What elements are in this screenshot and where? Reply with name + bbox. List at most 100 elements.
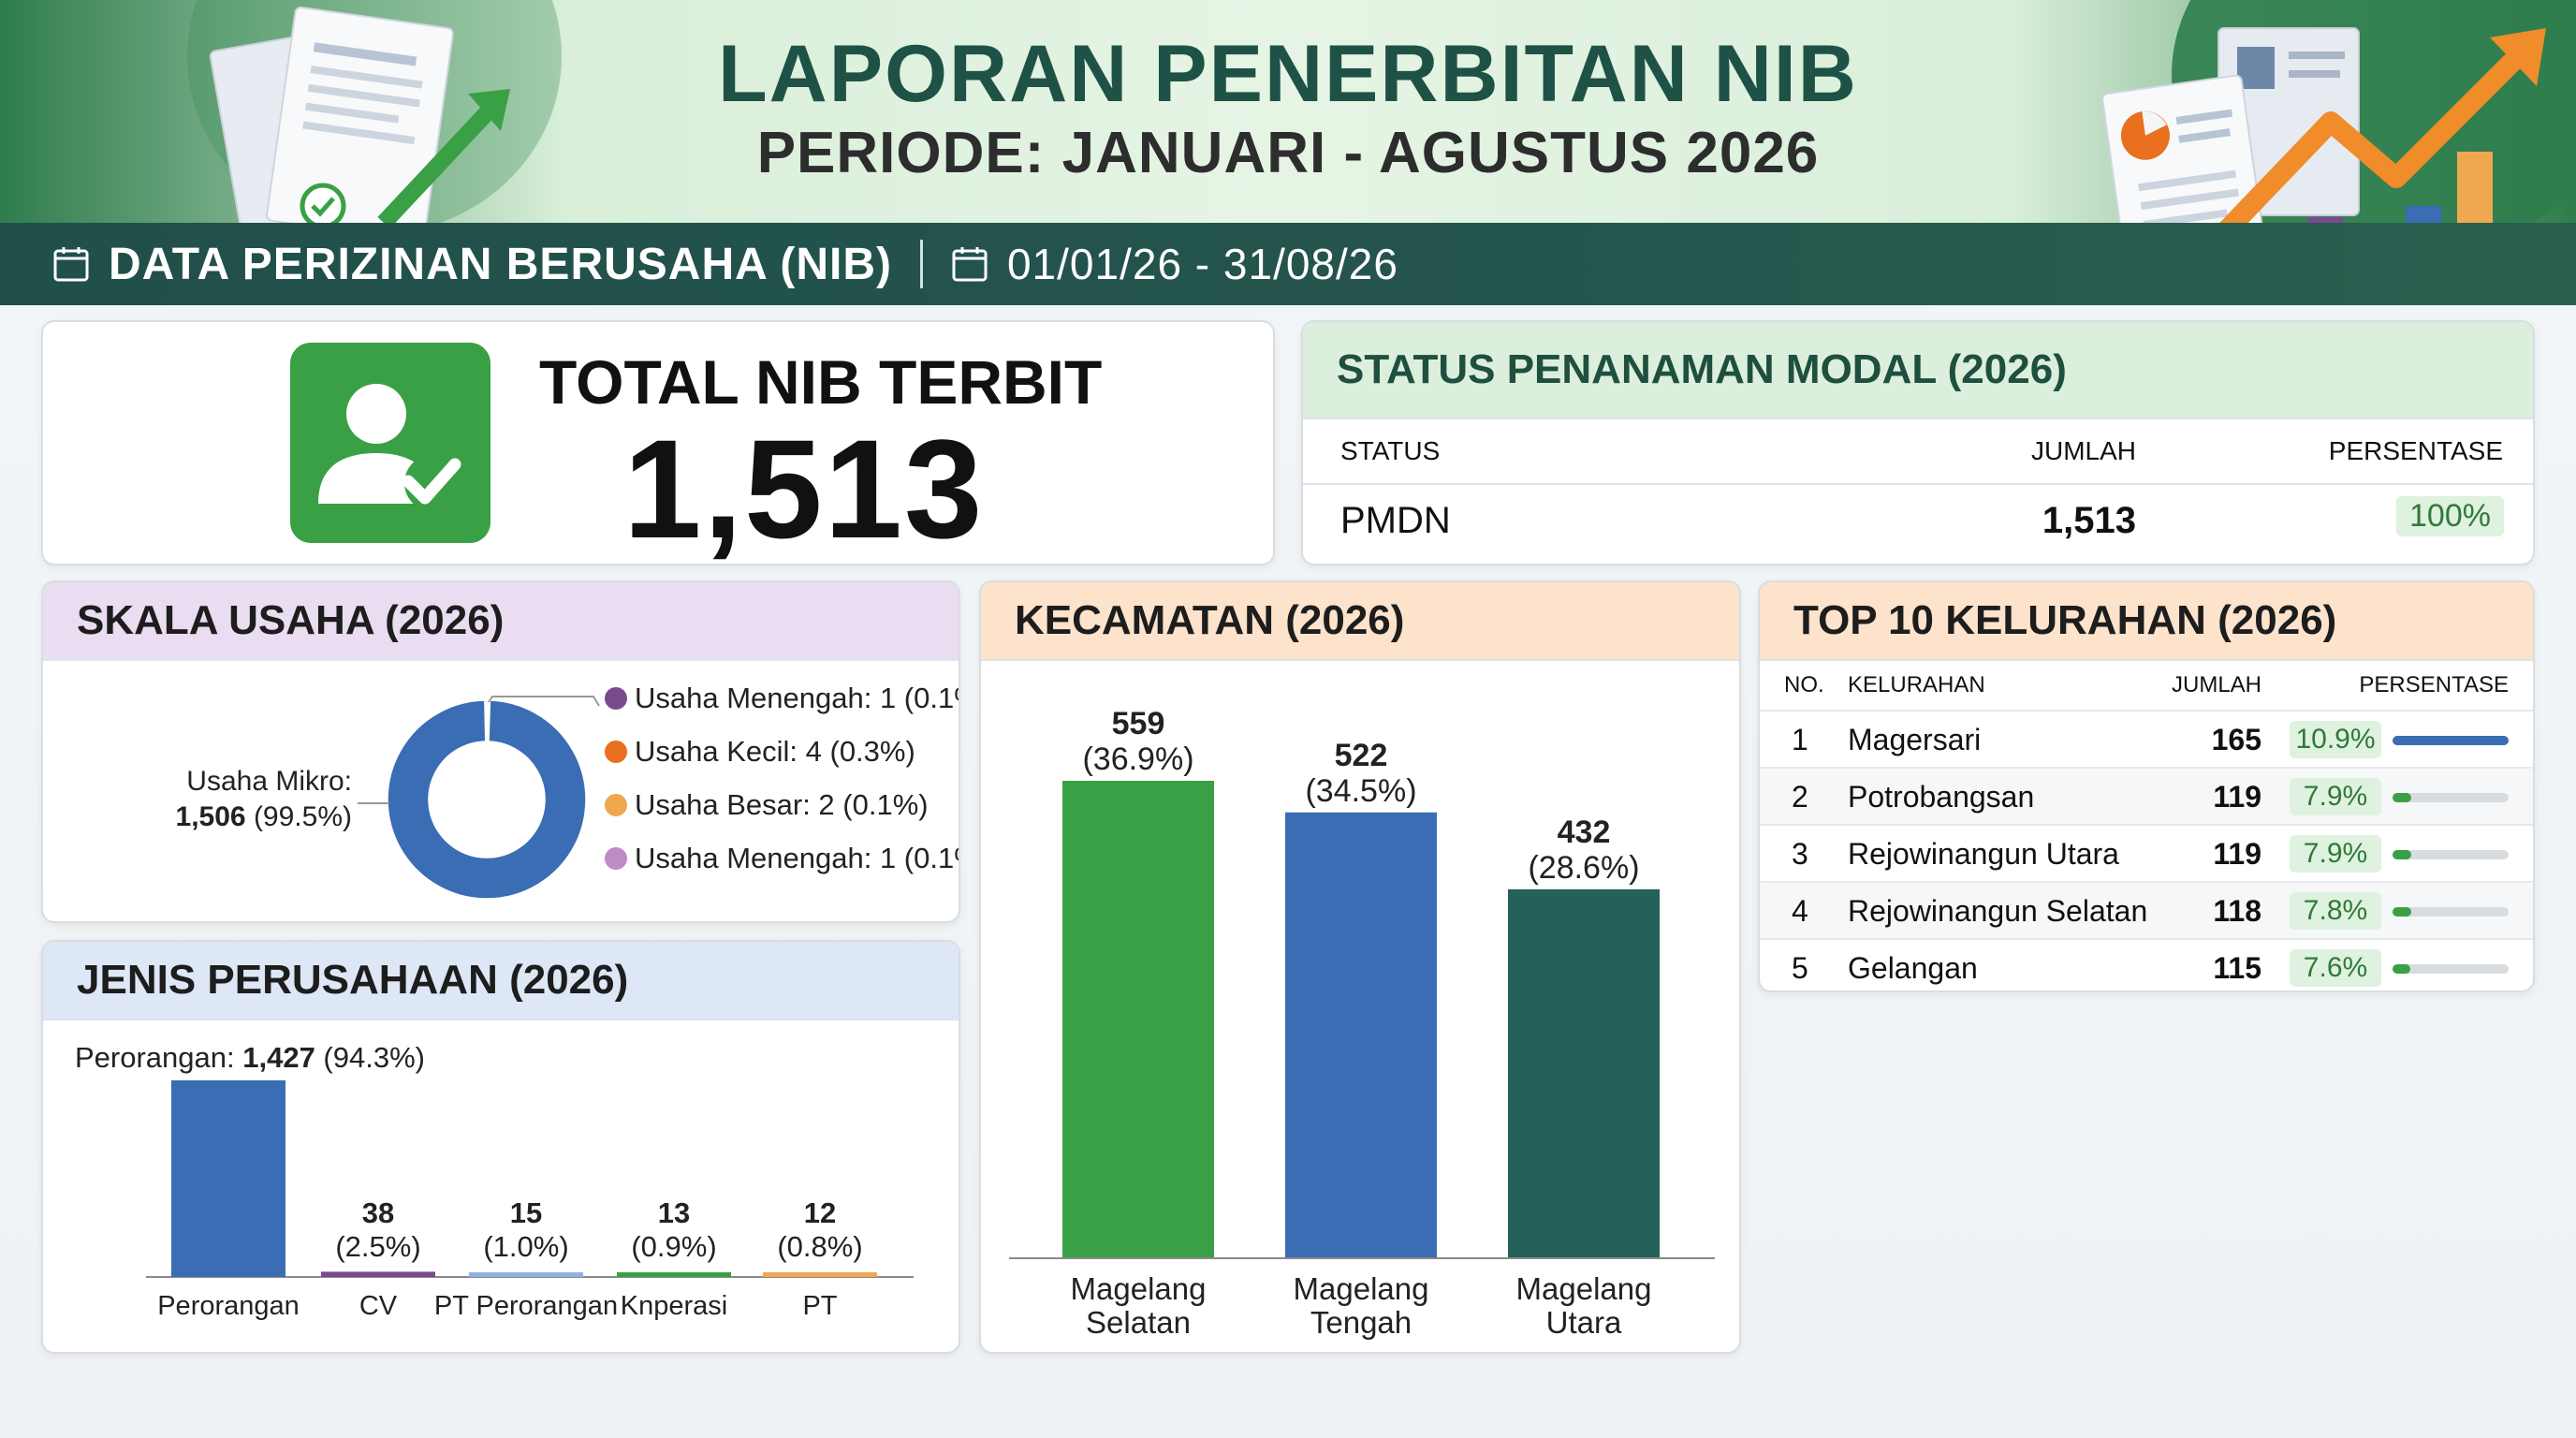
skala-usaha-card: SKALA USAHA (2026) Usaha Mikro: 1,506 (99… [41, 580, 960, 923]
category-label: Perorangan [157, 1291, 300, 1321]
value-label: 522 [1335, 738, 1388, 773]
category-label: Selatan [1086, 1305, 1191, 1340]
column-header: PERSENTASE [2328, 436, 2503, 465]
kecamatan-card: KECAMATAN (2026) 559 (36.9%) Magelang Selat… [979, 580, 1741, 1354]
leader-line [488, 696, 600, 707]
column-header: STATUS [1340, 436, 1441, 465]
bar [617, 1272, 731, 1277]
jumlah-value: 1,513 [2042, 500, 2136, 541]
kecamatan-bar-chart: 559(36.9%)MagelangSelatan522(34.5%)Magel… [1009, 706, 1715, 1340]
jenis-perusahaan-card: JENIS PERUSAHAAN (2026) Perorangan Perora… [41, 940, 960, 1354]
category-label: Tengah [1310, 1305, 1412, 1340]
jumlah-value: 118 [2213, 894, 2261, 928]
pct-label: (36.9%) [1082, 741, 1193, 777]
bar [321, 1271, 435, 1277]
card-title: SKALA USAHA (2026) [43, 582, 959, 661]
bar [763, 1272, 877, 1277]
category-label: PT Perorangan [434, 1291, 618, 1321]
bar [1062, 781, 1214, 1258]
header: LAPORAN PENERBITAN NIB PERIODE: JANUARI … [0, 0, 2576, 223]
jumlah-value: 119 [2213, 780, 2261, 814]
value-label: 12 [804, 1196, 836, 1229]
status-value: PMDN [1340, 500, 1451, 541]
data-label: DATA PERIZINAN BERUSAHA (NIB) [109, 239, 892, 289]
total-label: TOTAL NIB TERBIT [539, 347, 1103, 417]
progress-bar-fill [2393, 736, 2509, 745]
legend-swatch [605, 847, 627, 870]
persentase-badge: 7.9% [2290, 835, 2381, 873]
progress-bar-fill [2393, 793, 2411, 802]
persentase-badge: 7.8% [2290, 892, 2381, 930]
total-nib-card: TOTAL NIB TERBIT 1,513 [41, 320, 1275, 565]
legend-swatch [605, 687, 627, 710]
category-label: Magelang [1294, 1271, 1429, 1306]
value-label: 15 [510, 1196, 542, 1229]
divider [1303, 483, 2533, 485]
calendar-icon [952, 247, 988, 282]
growth-chart-illustration-icon [2101, 0, 2576, 223]
row-number: 3 [1792, 837, 1808, 871]
donut-slice [387, 699, 587, 900]
pct-label: (1.0%) [483, 1230, 568, 1263]
data-label: Perorangan: 1,427 (94.3%) [75, 1041, 425, 1074]
value-label: 559 [1112, 706, 1165, 741]
progress-bar-fill [2393, 907, 2411, 917]
progress-bar [2393, 850, 2509, 859]
progress-bar-fill [2393, 850, 2411, 859]
documents-illustration-icon [187, 0, 562, 223]
progress-bar-fill [2393, 964, 2411, 974]
persentase-badge: 10.9% [2290, 721, 2381, 758]
table-row: 4 Rejowinangun Selatan 118 7.8% [1760, 881, 2533, 939]
value-label: 13 [658, 1196, 690, 1229]
jumlah-value: 165 [2211, 723, 2261, 756]
category-label: Knperasi [621, 1291, 727, 1321]
legend-swatch [605, 794, 627, 816]
card-title: TOP 10 KELURAHAN (2026) [1760, 582, 2533, 661]
table-row: 2 Potrobangsan 119 7.9% [1760, 767, 2533, 825]
column-header: JUMLAH [2030, 436, 2136, 465]
bar [1508, 888, 1660, 1258]
category-label: PT [802, 1291, 837, 1321]
legend-label: Usaha Kecil: 4 (0.3%) [635, 735, 915, 768]
legend-swatch [605, 741, 627, 763]
bar [1285, 812, 1437, 1258]
pct-label: (0.9%) [631, 1230, 716, 1263]
pct-label: (28.6%) [1528, 850, 1639, 886]
row-number: 5 [1792, 951, 1808, 985]
persentase-badge: 7.9% [2290, 778, 2381, 815]
category-label: Magelang [1071, 1271, 1207, 1306]
card-title: KECAMATAN (2026) [981, 582, 1739, 661]
persentase-badge: 100% [2396, 496, 2504, 536]
column-header: JUMLAH [2172, 672, 2262, 697]
status-penanaman-modal-card: STATUS PENANAMAN MODAL (2026) STATUS JUM… [1301, 320, 2535, 565]
page-subtitle: PERIODE: JANUARI - AGUSTUS 2026 [756, 121, 1820, 185]
user-check-icon [290, 343, 490, 543]
bar [171, 1080, 285, 1277]
legend-label: Usaha Menengah: 1 (0.1%) [635, 682, 960, 714]
card-title: STATUS PENANAMAN MODAL (2026) [1303, 322, 2533, 419]
progress-bar [2393, 907, 2509, 917]
table-row: 1 Magersari 165 10.9% [1760, 710, 2533, 768]
jumlah-value: 119 [2213, 837, 2261, 871]
kelurahan-name: Rejowinangun Utara [1848, 837, 2119, 871]
column-header: KELURAHAN [1848, 672, 1985, 697]
skala-usaha-donut-chart: Usaha Mikro: 1,506 (99.5%) Usaha Menengah:… [176, 682, 960, 900]
pct-label: (34.5%) [1305, 773, 1416, 809]
pct-label: (0.8%) [777, 1230, 862, 1263]
persentase-badge: 7.6% [2290, 949, 2381, 987]
card-title: JENIS PERUSAHAAN (2026) [43, 942, 959, 1020]
kelurahan-name: Magersari [1848, 723, 1982, 756]
pct-label: (2.5%) [335, 1230, 420, 1263]
progress-bar [2393, 736, 2509, 745]
slice-label: Usaha Mikro: [186, 766, 352, 797]
calendar-icon [53, 247, 89, 282]
value-label: 432 [1558, 814, 1611, 850]
legend-label: Usaha Menengah: 1 (0.1%) [635, 842, 960, 874]
kelurahan-name: Rejowinangun Selatan [1848, 894, 2148, 928]
row-number: 2 [1792, 780, 1808, 814]
category-label: Utara [1546, 1305, 1622, 1340]
legend-label: Usaha Besar: 2 (0.1%) [635, 788, 929, 821]
top-kelurahan-card: TOP 10 KELURAHAN (2026) NO. KELURAHAN JU… [1758, 580, 2535, 992]
progress-bar [2393, 964, 2509, 974]
